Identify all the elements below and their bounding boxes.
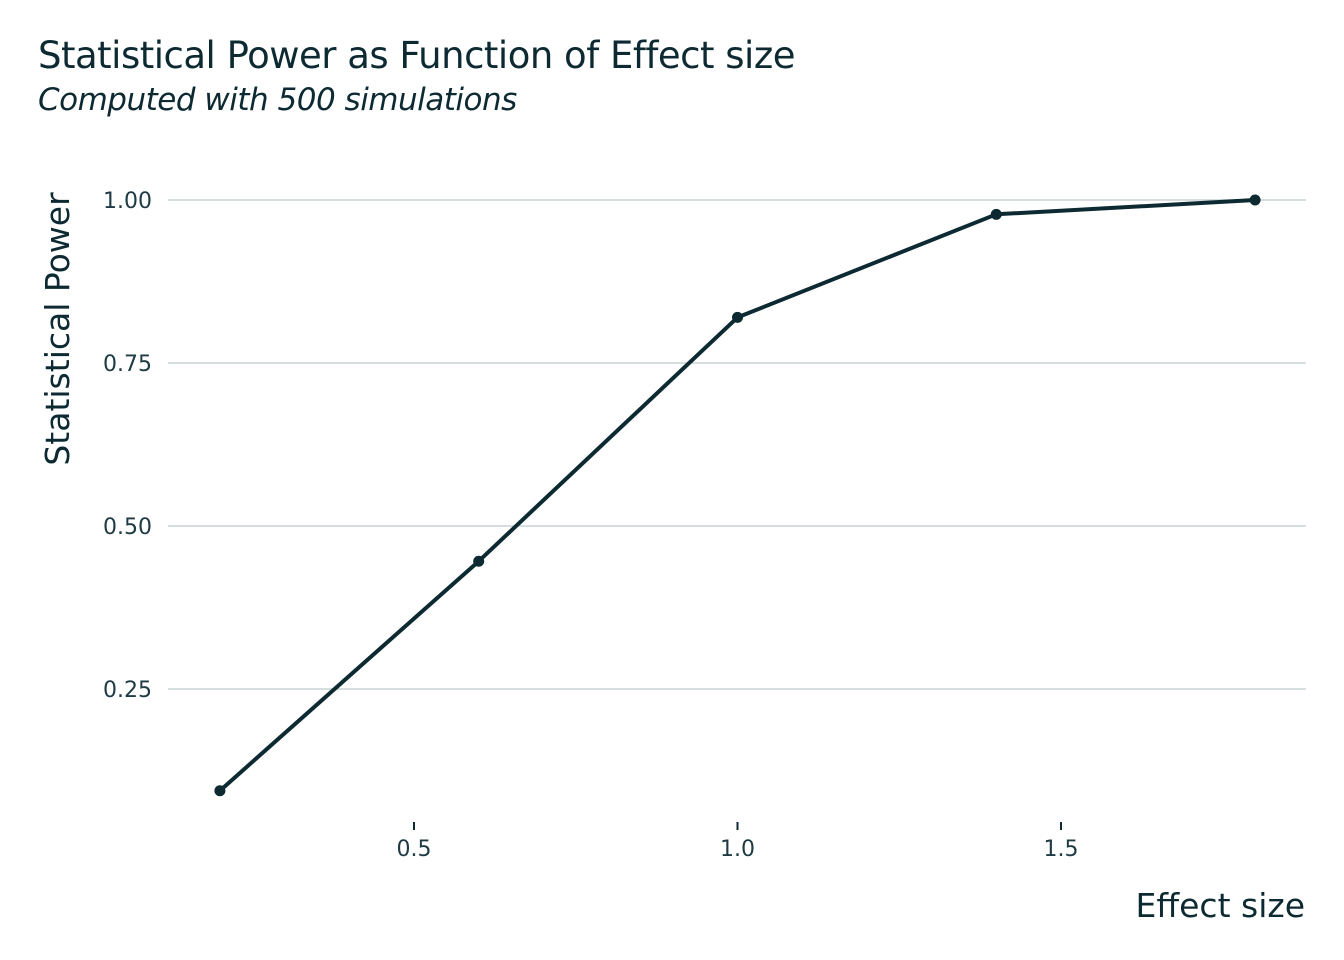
data-point [990,208,1002,220]
data-point [473,555,485,567]
data-point [1249,194,1261,206]
data-points [214,194,1261,797]
chart-title: Statistical Power as Function of Effect … [38,34,796,77]
x-axis-title: Effect size [1136,886,1305,925]
x-tick-label: 1.0 [720,837,755,862]
x-tick-label: 1.5 [1044,837,1079,862]
y-tick-label: 1.00 [103,189,152,214]
y-tick-label: 0.25 [103,678,152,703]
series-line [217,198,1258,793]
x-tick-label: 0.5 [397,837,432,862]
chart-subtitle: Computed with 500 simulations [38,82,517,118]
data-point [214,785,226,797]
grid-layer [168,199,1306,690]
y-axis-title: Statistical Power [38,192,77,466]
data-point [732,311,743,323]
y-tick-label: 0.50 [103,515,152,540]
y-tick-label: 0.75 [103,352,152,377]
series-line-layer [217,198,1258,793]
y-tick-labels: 0.25 0.50 0.75 1.00 [103,189,152,703]
x-axis-ticks: 0.5 1.0 1.5 [397,822,1079,862]
